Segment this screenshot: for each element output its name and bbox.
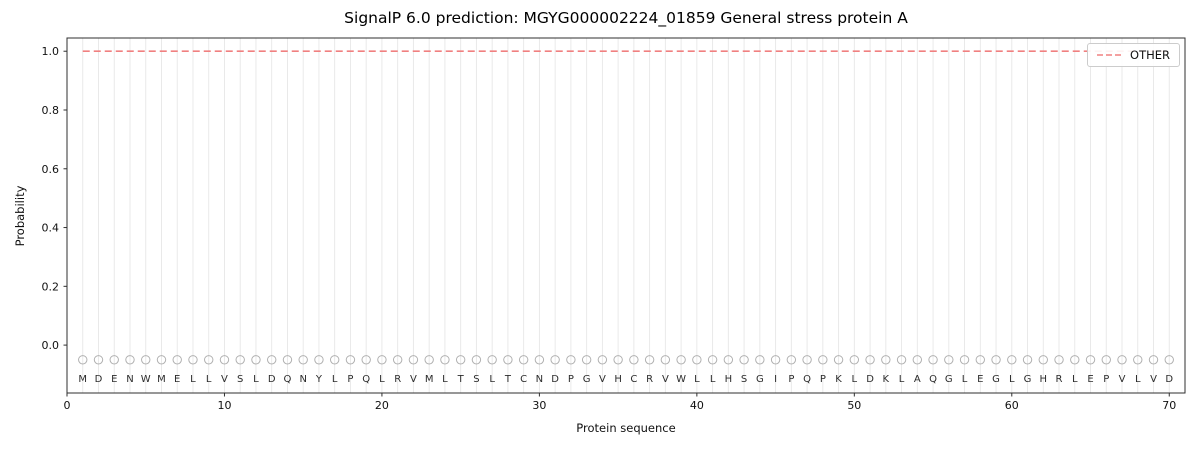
residue-markers: [78, 355, 1174, 365]
svg-text:T: T: [504, 374, 512, 385]
svg-text:Q: Q: [284, 374, 292, 385]
svg-text:L: L: [852, 374, 858, 385]
svg-text:G: G: [992, 374, 1000, 385]
svg-text:D: D: [95, 374, 103, 385]
gridlines: [82, 38, 1170, 393]
x-ticks: 0 10 20 30 40 50 60 70: [64, 393, 1176, 412]
legend-dashed-line-icon: [1097, 54, 1123, 56]
svg-text:L: L: [253, 374, 259, 385]
svg-text:P: P: [788, 374, 794, 385]
svg-text:S: S: [473, 374, 479, 385]
svg-text:L: L: [962, 374, 968, 385]
svg-text:R: R: [646, 374, 653, 385]
svg-text:P: P: [1103, 374, 1109, 385]
svg-text:M: M: [425, 374, 434, 385]
svg-text:H: H: [614, 374, 622, 385]
svg-text:L: L: [379, 374, 385, 385]
svg-text:50: 50: [847, 399, 861, 412]
svg-text:E: E: [977, 374, 983, 385]
svg-text:S: S: [741, 374, 747, 385]
svg-text:L: L: [1072, 374, 1078, 385]
svg-text:N: N: [299, 374, 306, 385]
svg-text:0.2: 0.2: [42, 280, 60, 293]
svg-text:P: P: [347, 374, 353, 385]
svg-text:Q: Q: [362, 374, 370, 385]
svg-text:C: C: [520, 374, 527, 385]
svg-text:G: G: [756, 374, 764, 385]
svg-text:40: 40: [690, 399, 704, 412]
svg-text:L: L: [206, 374, 212, 385]
svg-text:Q: Q: [929, 374, 937, 385]
svg-text:60: 60: [1005, 399, 1019, 412]
svg-text:E: E: [174, 374, 180, 385]
svg-text:L: L: [710, 374, 716, 385]
svg-text:S: S: [237, 374, 243, 385]
svg-text:D: D: [268, 374, 276, 385]
legend-label: OTHER: [1130, 48, 1170, 62]
svg-text:M: M: [78, 374, 87, 385]
svg-text:G: G: [583, 374, 591, 385]
svg-text:N: N: [126, 374, 133, 385]
svg-text:L: L: [442, 374, 448, 385]
svg-text:Q: Q: [803, 374, 811, 385]
svg-text:20: 20: [375, 399, 389, 412]
svg-text:P: P: [568, 374, 574, 385]
svg-text:0.8: 0.8: [42, 104, 60, 117]
svg-text:I: I: [774, 374, 777, 385]
svg-text:T: T: [457, 374, 465, 385]
svg-text:L: L: [1009, 374, 1015, 385]
svg-text:D: D: [866, 374, 874, 385]
svg-text:C: C: [630, 374, 637, 385]
svg-text:L: L: [332, 374, 338, 385]
x-axis-label: Protein sequence: [576, 421, 676, 435]
svg-text:10: 10: [217, 399, 231, 412]
legend: OTHER: [1087, 43, 1180, 67]
svg-text:30: 30: [532, 399, 546, 412]
svg-text:0: 0: [64, 399, 71, 412]
svg-text:0.0: 0.0: [42, 339, 60, 352]
svg-text:A: A: [914, 374, 921, 385]
svg-text:1.0: 1.0: [42, 45, 60, 58]
svg-text:R: R: [394, 374, 401, 385]
svg-text:M: M: [157, 374, 166, 385]
svg-text:R: R: [1056, 374, 1063, 385]
svg-text:V: V: [662, 374, 669, 385]
svg-text:W: W: [676, 374, 686, 385]
svg-text:W: W: [141, 374, 151, 385]
svg-text:V: V: [599, 374, 606, 385]
svg-text:G: G: [1024, 374, 1032, 385]
svg-text:L: L: [489, 374, 495, 385]
svg-text:L: L: [1135, 374, 1141, 385]
svg-text:K: K: [883, 374, 890, 385]
svg-text:K: K: [835, 374, 842, 385]
y-ticks: 0.0 0.2 0.4 0.6 0.8 1.0: [42, 45, 67, 352]
svg-text:D: D: [551, 374, 559, 385]
svg-text:0.4: 0.4: [42, 222, 60, 235]
svg-text:G: G: [945, 374, 953, 385]
chart-title: SignalP 6.0 prediction: MGYG000002224_01…: [344, 9, 908, 27]
svg-text:V: V: [410, 374, 417, 385]
svg-text:70: 70: [1162, 399, 1176, 412]
svg-text:H: H: [725, 374, 733, 385]
svg-text:L: L: [694, 374, 700, 385]
svg-text:H: H: [1040, 374, 1048, 385]
svg-text:V: V: [1119, 374, 1126, 385]
svg-text:E: E: [1087, 374, 1093, 385]
svg-text:L: L: [190, 374, 196, 385]
svg-text:N: N: [536, 374, 543, 385]
svg-text:E: E: [111, 374, 117, 385]
svg-text:V: V: [221, 374, 228, 385]
y-axis-label: Probability: [13, 185, 27, 247]
plot-spines: [66, 37, 1186, 394]
svg-text:Y: Y: [315, 374, 323, 385]
svg-text:0.6: 0.6: [42, 163, 60, 176]
svg-text:D: D: [1165, 374, 1173, 385]
svg-text:P: P: [820, 374, 826, 385]
svg-text:L: L: [899, 374, 905, 385]
svg-text:V: V: [1150, 374, 1157, 385]
